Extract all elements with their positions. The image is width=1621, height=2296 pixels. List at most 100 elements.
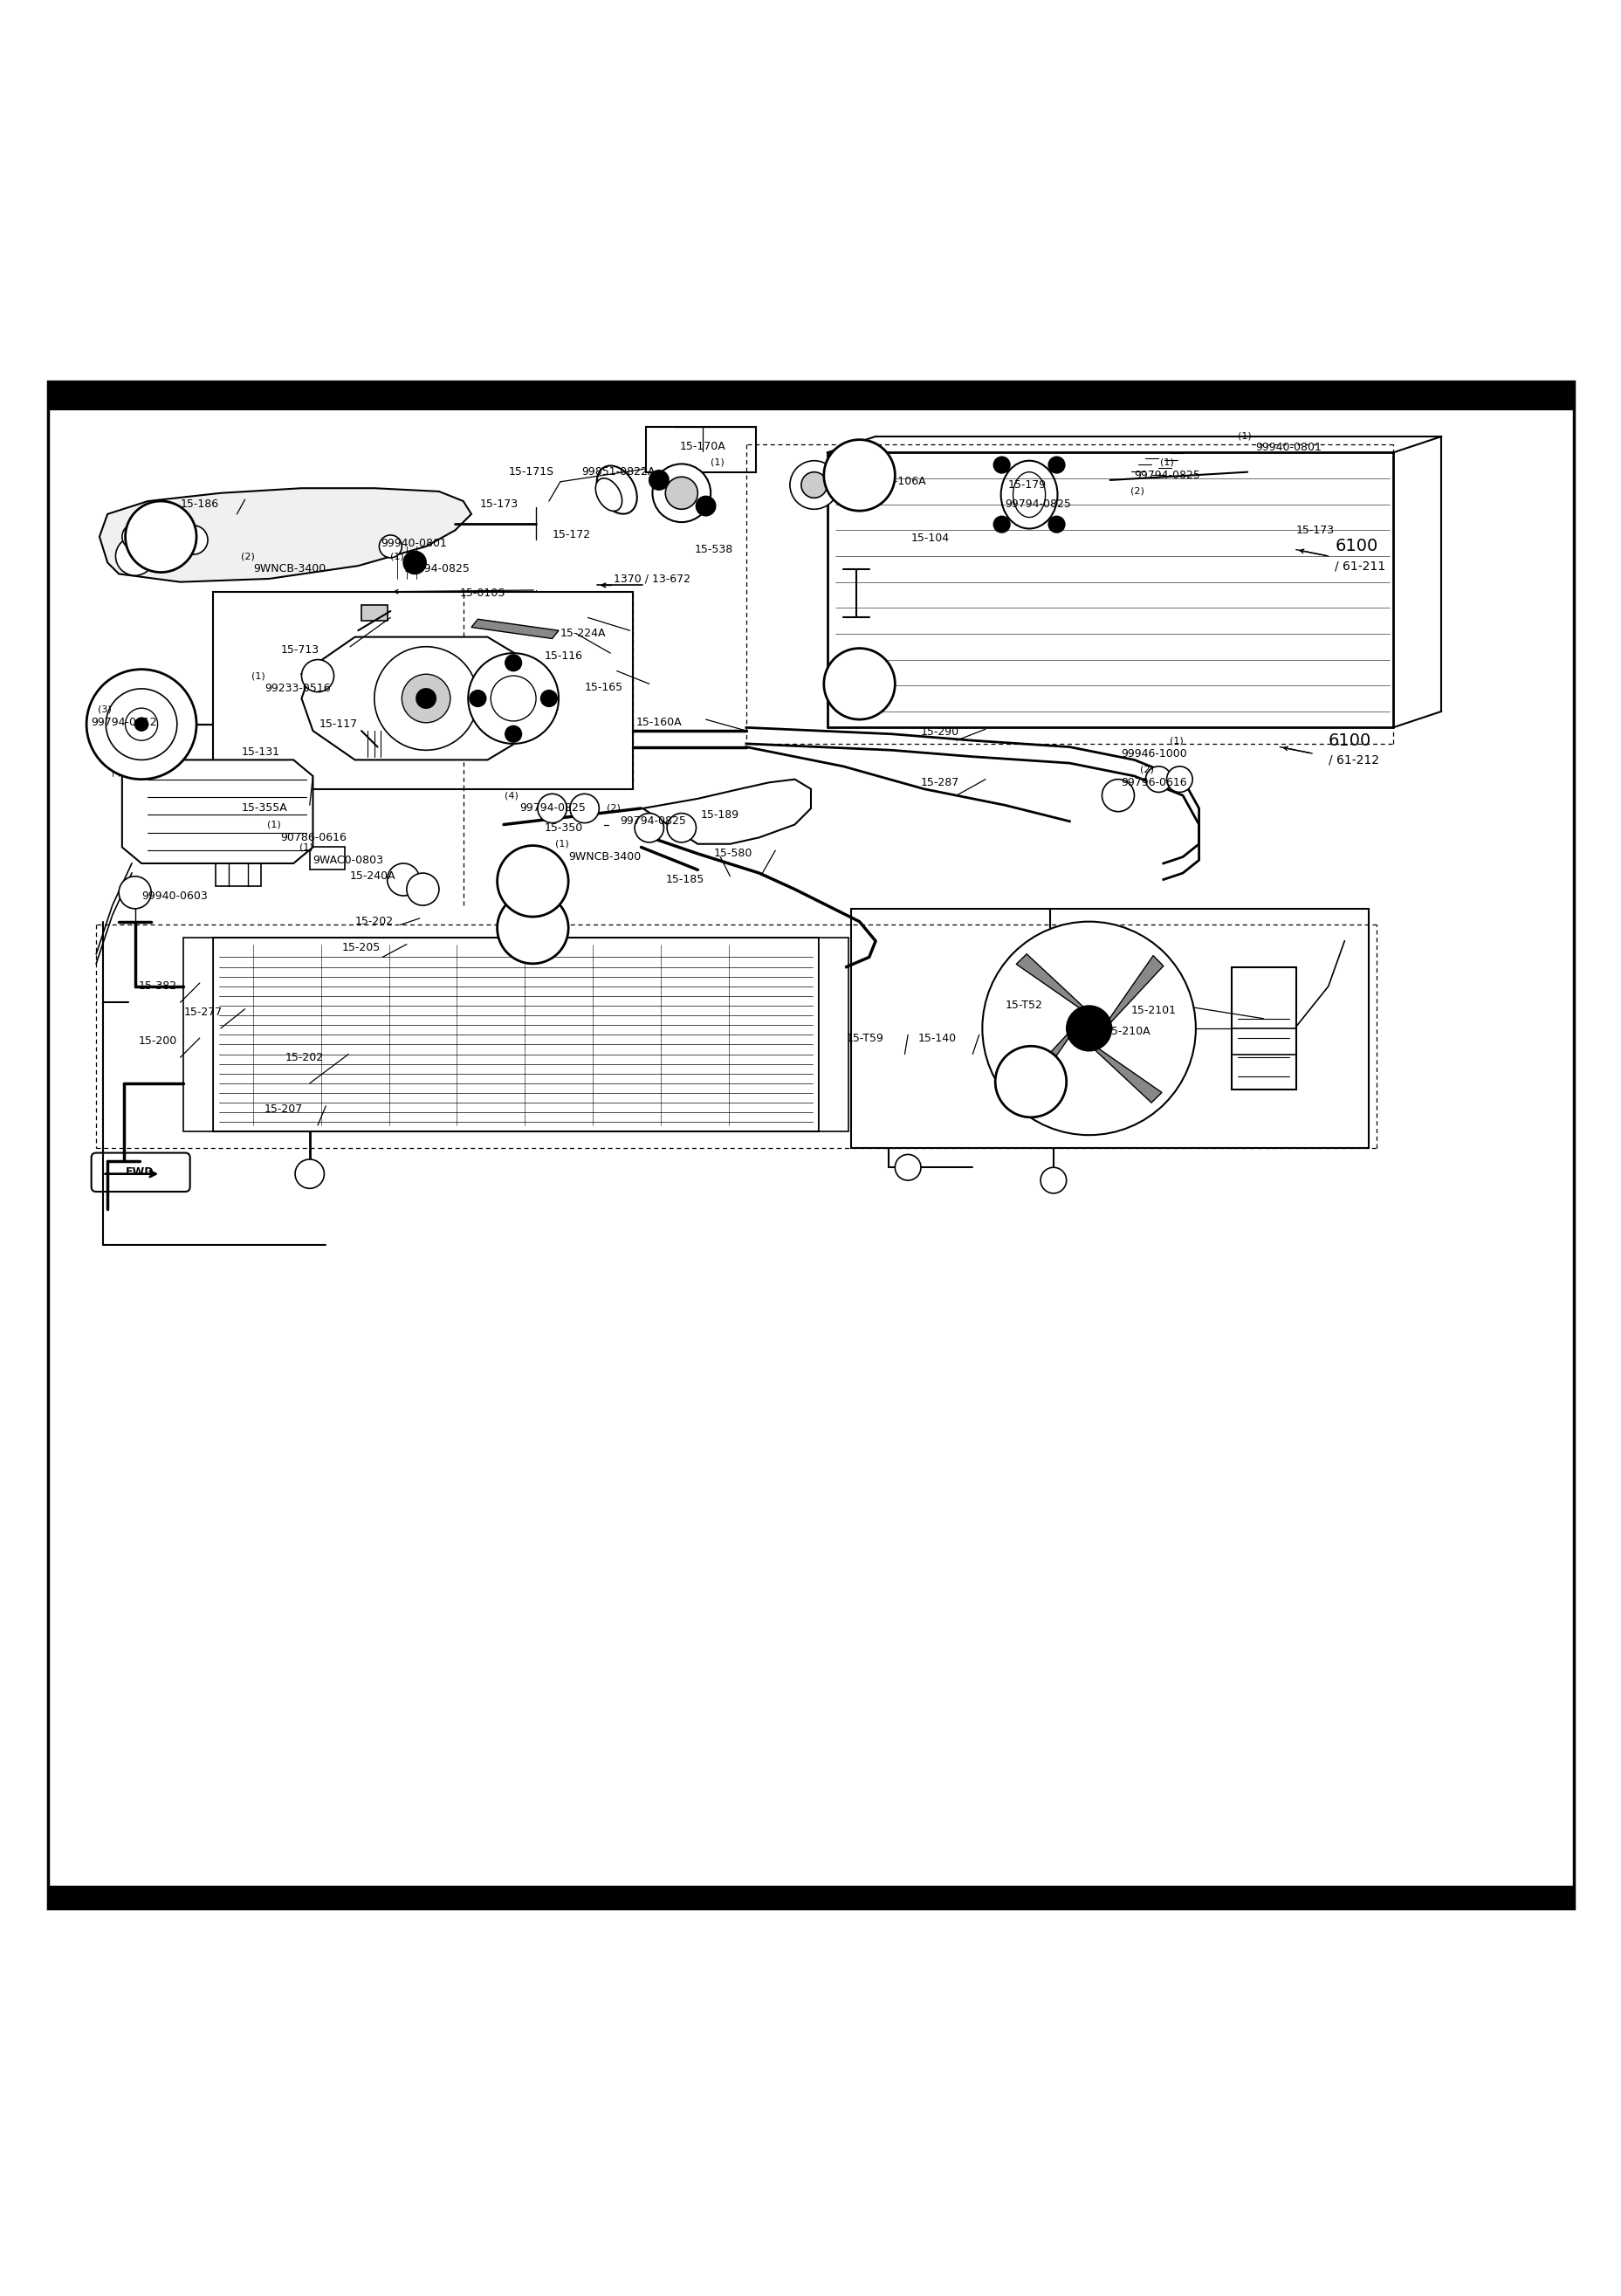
Text: (1): (1) [554, 840, 569, 847]
Text: 15-010S: 15-010S [460, 588, 506, 599]
Text: 99851-0822A: 99851-0822A [580, 466, 655, 478]
Text: 15-172: 15-172 [551, 530, 590, 542]
Text: 15-355A: 15-355A [242, 804, 287, 815]
Circle shape [634, 813, 663, 843]
Polygon shape [1016, 955, 1088, 1013]
Text: 15-T59: 15-T59 [846, 1033, 883, 1045]
Circle shape [540, 691, 556, 707]
Text: 15-171S: 15-171S [509, 466, 554, 478]
Circle shape [374, 647, 478, 751]
Circle shape [1165, 767, 1191, 792]
Circle shape [789, 461, 838, 510]
Circle shape [86, 670, 196, 778]
Circle shape [402, 675, 451, 723]
Circle shape [387, 863, 420, 895]
Circle shape [115, 537, 154, 576]
Text: 99794-0612: 99794-0612 [91, 716, 157, 728]
Text: 15-2101: 15-2101 [1130, 1006, 1175, 1017]
Ellipse shape [1013, 473, 1046, 517]
Text: 9WNCB-3400: 9WNCB-3400 [567, 852, 640, 863]
Text: 15-350: 15-350 [543, 822, 582, 833]
Circle shape [994, 457, 1010, 473]
Text: 15-165: 15-165 [584, 682, 622, 693]
Text: (2): (2) [242, 551, 254, 560]
Polygon shape [99, 489, 472, 581]
Text: 9WAC0-0803: 9WAC0-0803 [313, 854, 384, 866]
Ellipse shape [597, 466, 637, 514]
Polygon shape [122, 760, 313, 863]
Circle shape [118, 877, 151, 909]
Text: 99796-0616: 99796-0616 [1120, 776, 1187, 788]
Text: 99940-0801: 99940-0801 [381, 537, 447, 549]
Text: Z: Z [156, 528, 167, 544]
Text: 15-160A: 15-160A [635, 716, 682, 728]
Text: 99233-0516: 99233-0516 [264, 682, 331, 693]
Circle shape [665, 478, 697, 510]
Text: 6100: 6100 [1328, 732, 1371, 748]
Bar [310, 847, 345, 870]
Text: FWD: FWD [125, 1166, 154, 1178]
Bar [1230, 967, 1295, 1091]
Circle shape [498, 893, 567, 964]
Polygon shape [302, 636, 548, 760]
Text: 15-170A: 15-170A [679, 441, 725, 452]
Text: 15-179: 15-179 [1008, 480, 1046, 491]
Polygon shape [1104, 955, 1162, 1029]
Text: 15-116: 15-116 [543, 650, 582, 661]
Text: Z: Z [527, 921, 538, 937]
Circle shape [122, 523, 148, 549]
Text: (1N11500): (1N11500) [1425, 1892, 1495, 1906]
Text: (1): (1) [1169, 737, 1183, 744]
Text: 9WNCB-3400: 9WNCB-3400 [253, 563, 326, 574]
Ellipse shape [595, 478, 622, 512]
Circle shape [982, 921, 1195, 1134]
Ellipse shape [1000, 461, 1057, 528]
Circle shape [1144, 767, 1170, 792]
Text: 99794-0825: 99794-0825 [404, 563, 470, 574]
Text: 90786-0616: 90786-0616 [280, 831, 347, 843]
Text: 99794-0825: 99794-0825 [1133, 471, 1200, 480]
Bar [183, 937, 212, 1132]
Circle shape [506, 654, 522, 670]
Text: 15-207: 15-207 [264, 1104, 303, 1116]
Polygon shape [1088, 1045, 1161, 1102]
Text: (1): (1) [267, 820, 280, 829]
Circle shape [1049, 517, 1065, 533]
Circle shape [470, 691, 486, 707]
Text: 15-210A: 15-210A [1104, 1026, 1151, 1038]
Text: (2): (2) [606, 804, 621, 813]
Circle shape [379, 535, 402, 558]
Text: 15-186: 15-186 [180, 498, 219, 510]
Text: 15-580: 15-580 [713, 847, 752, 859]
Text: 15-713: 15-713 [280, 645, 319, 657]
Text: (1): (1) [710, 457, 723, 466]
Text: X: X [853, 468, 866, 482]
Circle shape [125, 501, 196, 572]
FancyBboxPatch shape [91, 1153, 190, 1192]
Polygon shape [642, 778, 810, 845]
Text: X: X [853, 675, 866, 691]
Bar [47, 381, 1574, 411]
Text: (3): (3) [97, 705, 112, 714]
Bar [47, 1885, 1574, 1908]
Text: 99940-0801: 99940-0801 [1255, 443, 1321, 452]
Circle shape [666, 813, 695, 843]
Text: 15-202: 15-202 [285, 1052, 324, 1063]
Text: 15-131: 15-131 [242, 746, 280, 758]
Text: 15-106A: 15-106A [880, 475, 926, 487]
Circle shape [105, 689, 177, 760]
Text: 15-173: 15-173 [480, 498, 517, 510]
Text: 6100: 6100 [1334, 537, 1378, 556]
Circle shape [801, 473, 827, 498]
Bar [645, 427, 755, 473]
Circle shape [135, 719, 148, 730]
Text: 15-173: 15-173 [1295, 523, 1334, 535]
Text: 15-205: 15-205 [342, 941, 381, 953]
Circle shape [491, 675, 537, 721]
Text: 15-185: 15-185 [665, 875, 704, 886]
Text: 15-382: 15-382 [138, 980, 177, 992]
Text: 15-140: 15-140 [917, 1033, 956, 1045]
Text: Y: Y [1024, 1075, 1036, 1091]
Text: 15-T52: 15-T52 [1005, 1001, 1042, 1010]
Circle shape [695, 496, 715, 517]
